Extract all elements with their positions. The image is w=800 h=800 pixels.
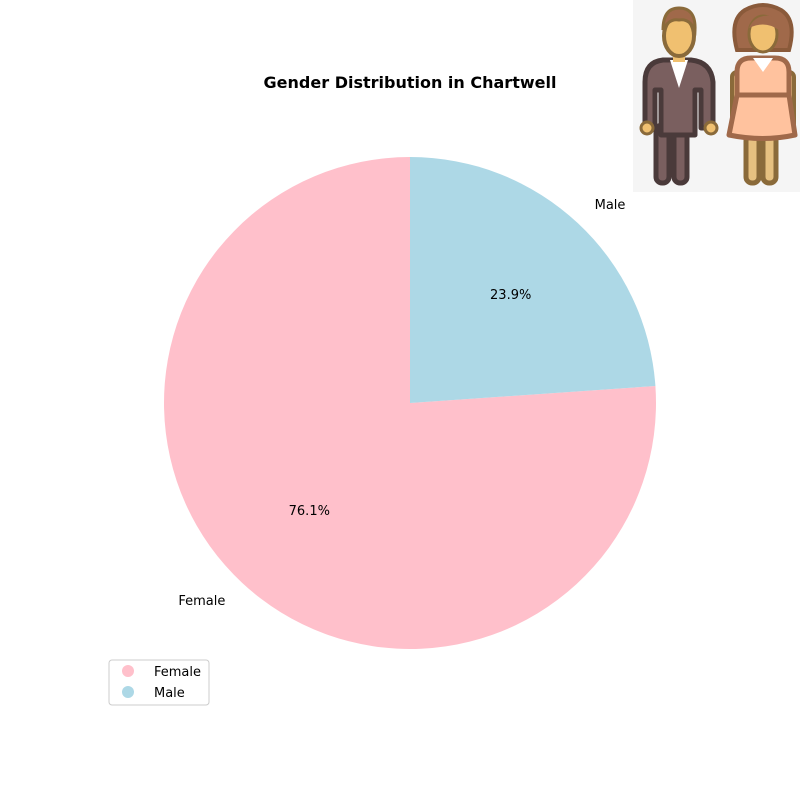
legend-label-female: Female — [154, 665, 201, 680]
male-figure-icon — [639, 6, 719, 186]
pie-labels: Female 76.1% Male 23.9% — [178, 198, 625, 609]
legend-frame — [108, 659, 210, 706]
chart-legend: Female Male — [108, 659, 210, 706]
chart-title: Gender Distribution in Chartwell — [264, 73, 557, 92]
legend-marker-female — [122, 665, 134, 677]
male-female-icon — [639, 3, 798, 186]
slice-label-male: Male — [595, 198, 626, 213]
slice-label-female: Female — [178, 594, 225, 609]
pie-slice-male — [410, 157, 656, 403]
legend-marker-male — [122, 686, 134, 698]
percent-label-female: 76.1% — [289, 504, 330, 519]
female-figure-icon — [726, 3, 798, 186]
percent-label-male: 23.9% — [490, 288, 531, 303]
pie-slices — [163, 157, 656, 649]
legend-label-male: Male — [154, 686, 185, 701]
gender-people-icon — [633, 0, 800, 192]
